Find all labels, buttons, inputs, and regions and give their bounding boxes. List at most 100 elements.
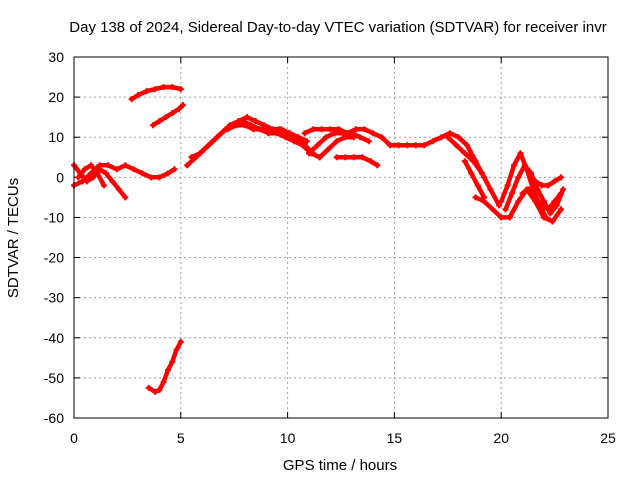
data-point [88, 162, 95, 169]
data-point [103, 170, 110, 177]
data-point [481, 198, 488, 205]
data-point [143, 88, 150, 95]
x-tick-label: 20 [493, 430, 509, 446]
data-point [258, 126, 265, 133]
data-point [342, 134, 349, 141]
data-series [71, 84, 567, 395]
y-tick-label: -30 [44, 290, 64, 306]
data-point [444, 134, 451, 141]
y-tick-label: -20 [44, 250, 64, 266]
data-point [156, 386, 163, 393]
data-point [88, 170, 95, 177]
data-point [162, 114, 169, 121]
data-point [558, 190, 565, 197]
y-tick-label: -10 [44, 209, 64, 225]
data-point [333, 138, 340, 145]
series-arc-11 [305, 130, 372, 157]
data-point [224, 126, 231, 133]
data-point [478, 170, 485, 177]
data-point [461, 158, 468, 165]
data-point [188, 154, 195, 161]
data-point [282, 134, 289, 141]
series-arc-16 [472, 186, 565, 225]
data-point [517, 150, 524, 157]
data-point [147, 174, 154, 181]
data-point [551, 178, 558, 185]
data-point [252, 118, 259, 125]
data-point [160, 84, 167, 91]
data-point [79, 178, 86, 185]
data-point [359, 154, 366, 161]
data-point [558, 206, 565, 213]
data-point [115, 186, 122, 193]
data-point [498, 198, 505, 205]
data-point [301, 142, 308, 149]
data-point [214, 134, 221, 141]
data-point [472, 194, 479, 201]
data-point [323, 134, 330, 141]
data-point [333, 154, 340, 161]
data-point [461, 150, 468, 157]
y-tick-label: -50 [44, 370, 64, 386]
data-point [314, 142, 321, 149]
data-point [316, 154, 323, 161]
data-point [325, 146, 332, 153]
data-point [284, 130, 291, 137]
data-point [412, 142, 419, 149]
data-point [241, 122, 248, 129]
data-point [504, 182, 511, 189]
data-point [545, 182, 552, 189]
data-point [303, 138, 310, 145]
series-arc-3 [75, 162, 107, 189]
data-point [305, 150, 312, 157]
data-point [352, 126, 359, 133]
data-point [453, 142, 460, 149]
series-arc-4 [128, 84, 184, 103]
y-tick-label: -60 [44, 410, 64, 426]
data-point [145, 384, 152, 391]
series-arc-2 [71, 162, 178, 189]
series-arc-13 [333, 154, 381, 169]
data-point [318, 126, 325, 133]
data-point [291, 138, 298, 145]
data-point [205, 142, 212, 149]
data-point [498, 214, 505, 221]
data-point [310, 126, 317, 133]
data-point [350, 154, 357, 161]
data-point [549, 218, 556, 225]
y-tick-label: 0 [56, 169, 64, 185]
data-point [540, 198, 547, 205]
data-point [515, 174, 522, 181]
y-tick-label: 20 [48, 89, 64, 105]
data-point [551, 198, 558, 205]
data-point [122, 194, 129, 201]
data-point [502, 206, 509, 213]
data-point [177, 338, 184, 345]
y-axis-ticks: -60 -50 -40 -30 -20 -10 0 10 20 30 [44, 49, 608, 426]
data-point [90, 174, 97, 181]
data-point [357, 134, 364, 141]
data-point [169, 358, 176, 365]
data-point [538, 182, 545, 189]
data-point [464, 142, 471, 149]
data-point [532, 194, 539, 201]
series-arc-12 [316, 134, 357, 161]
data-point [468, 170, 475, 177]
data-point [152, 388, 159, 395]
data-point [150, 122, 157, 129]
x-tick-label: 0 [70, 430, 78, 446]
data-point [81, 166, 88, 173]
y-axis-label: SDTVAR / TECUs [5, 178, 22, 298]
data-point [75, 174, 82, 181]
x-tick-label: 25 [600, 430, 616, 446]
x-tick-label: 15 [387, 430, 403, 446]
data-point [169, 84, 176, 91]
data-point [521, 162, 528, 169]
data-point [94, 170, 101, 177]
data-point [470, 158, 477, 165]
data-point [558, 174, 565, 181]
data-point [244, 114, 251, 121]
data-point [421, 142, 428, 149]
data-point [96, 162, 103, 169]
data-point [455, 134, 462, 141]
